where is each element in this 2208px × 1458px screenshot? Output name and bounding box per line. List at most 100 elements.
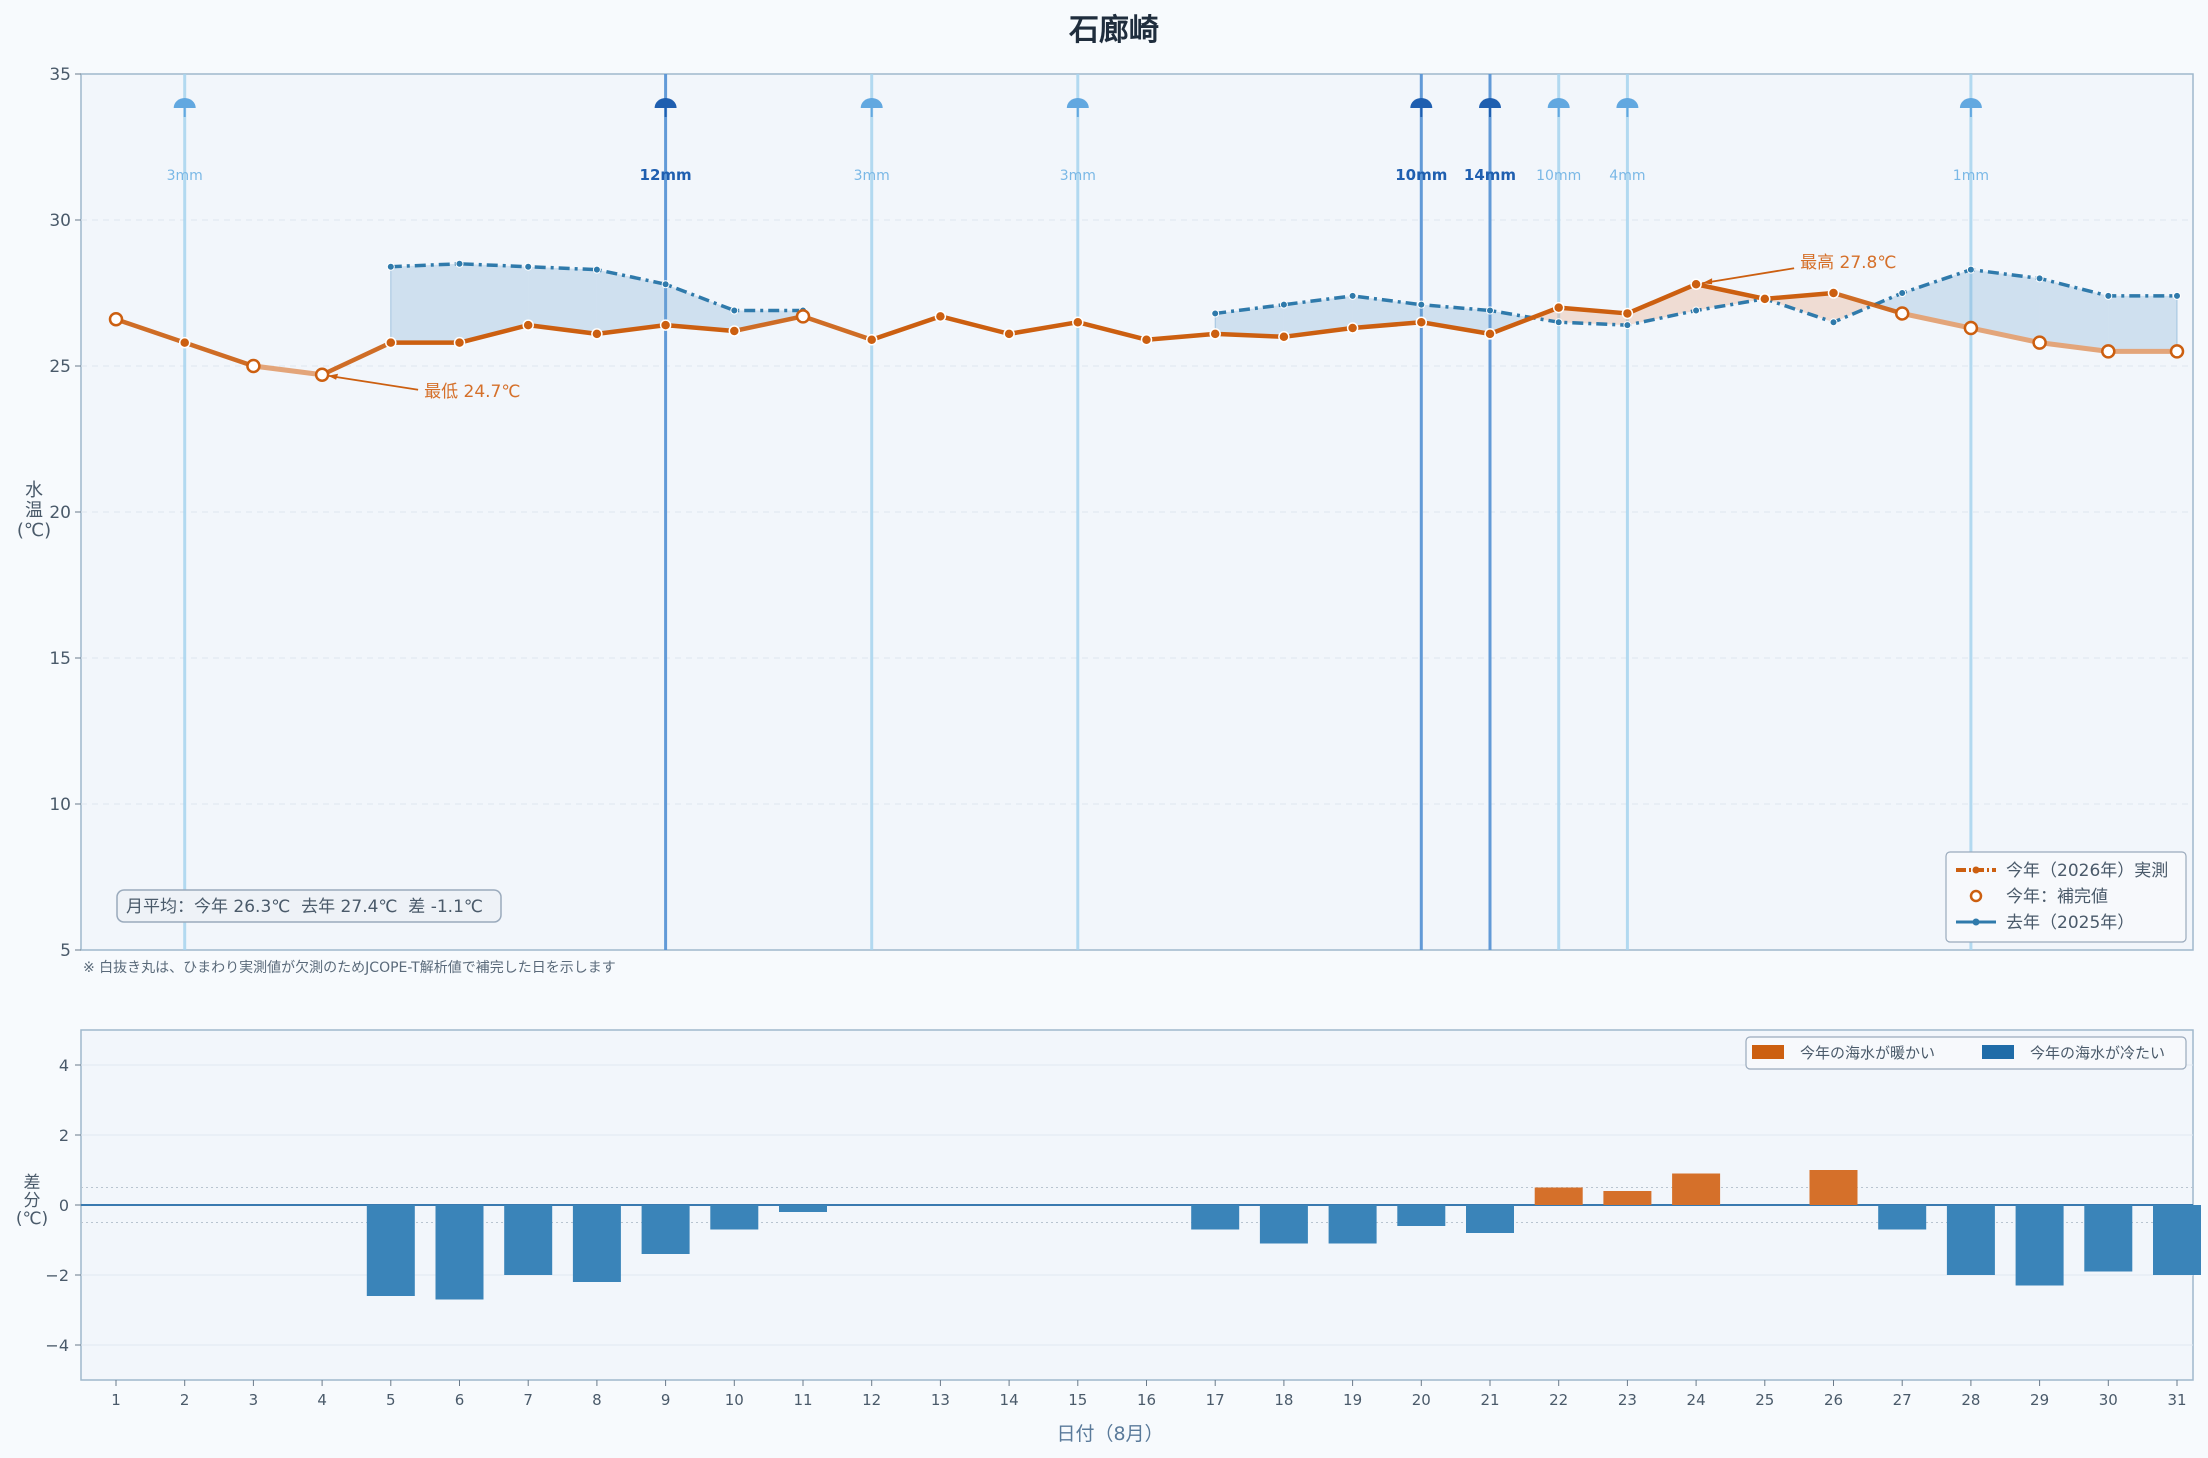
last-year-point-day-22 bbox=[1554, 318, 1563, 327]
cold-fill-segment bbox=[1421, 304, 1490, 334]
legend-last-year: 去年（2025年） bbox=[1956, 913, 2134, 933]
this-year-line-segment bbox=[1762, 290, 1836, 302]
min-arrowhead-icon bbox=[328, 373, 339, 380]
rain-amount-day-28: 1mm bbox=[1953, 168, 1989, 184]
actual-point-day-8 bbox=[591, 328, 603, 340]
actual-point-day-26 bbox=[1827, 287, 1840, 299]
difference-bar-day-19 bbox=[1328, 1205, 1377, 1244]
cold-fill-segment bbox=[665, 284, 735, 331]
x-tick-label-5: 5 bbox=[386, 1391, 396, 1409]
umbrella-icon bbox=[1959, 98, 1982, 108]
diff-y-tick-label-4: 4 bbox=[59, 1056, 69, 1075]
actual-point-day-24 bbox=[1690, 278, 1702, 290]
this-year-line-segment bbox=[1968, 325, 2043, 346]
imputed-point-day-27 bbox=[1894, 306, 1910, 321]
x-tick-label-16: 16 bbox=[1137, 1391, 1156, 1409]
y-tick-label-10: 10 bbox=[49, 795, 71, 815]
imputed-point-day-3 bbox=[246, 358, 261, 374]
warm-fill-segment bbox=[1833, 293, 1874, 323]
this-year-line-segment bbox=[525, 322, 600, 337]
temperature-points bbox=[108, 259, 2185, 383]
difference-bar-day-29 bbox=[2015, 1205, 2064, 1286]
warm-fill-segment bbox=[1627, 284, 1697, 326]
umbrella-icon bbox=[173, 98, 196, 108]
imputed-point-day-1 bbox=[108, 312, 124, 327]
max-arrowhead-icon bbox=[1702, 278, 1713, 285]
actual-point-day-5 bbox=[385, 336, 397, 349]
actual-point-day-25 bbox=[1759, 293, 1771, 305]
actual-point-day-17 bbox=[1209, 328, 1221, 340]
y-axis-label: 水温(℃) bbox=[17, 480, 51, 541]
actual-point-day-23 bbox=[1621, 307, 1634, 320]
y-tick-label-15: 15 bbox=[49, 649, 71, 669]
actual-point-day-13 bbox=[934, 310, 947, 323]
umbrella-icon bbox=[1616, 98, 1639, 108]
cold-fill-segment bbox=[1352, 295, 1422, 329]
umbrella-icon bbox=[1066, 98, 1089, 108]
last-year-point-day-27 bbox=[1898, 289, 1907, 297]
this-year-line-segment bbox=[1487, 305, 1561, 337]
temperature-y-ticks: 5 10 15 20 25 30 35 bbox=[49, 65, 81, 961]
umbrella-icon bbox=[1479, 98, 1501, 108]
this-year-line-segment bbox=[594, 322, 668, 337]
difference-bar-day-9 bbox=[641, 1205, 690, 1254]
y-axis-label-part: (℃) bbox=[17, 520, 51, 541]
legend-cold-label: 今年の海水が冷たい bbox=[2030, 1044, 2165, 1062]
rain-markers: 3mm 12mm 3mm 3mm 10mm 14mm 10mm 4mm 1mm bbox=[167, 74, 1989, 950]
difference-bar-day-28 bbox=[1946, 1205, 1995, 1275]
actual-point-day-9 bbox=[659, 319, 672, 331]
legend-imputed: 今年：補完値 bbox=[1969, 887, 2108, 907]
legend-last-year-label: 去年（2025年） bbox=[2006, 913, 2134, 933]
last-year-point-day-24 bbox=[1692, 306, 1701, 315]
difference-bars bbox=[366, 1170, 2201, 1300]
svg-text:差分(℃): 差分(℃) bbox=[16, 1173, 48, 1229]
x-tick-label-25: 25 bbox=[1755, 1391, 1774, 1409]
diff-y-tick-label--2: −2 bbox=[45, 1266, 69, 1285]
cold-fill-segment bbox=[1970, 269, 2040, 343]
monthly-summary-box: 月平均：今年 26.3℃ 去年 27.4℃ 差 -1.1℃ bbox=[116, 889, 502, 923]
difference-bar-day-17 bbox=[1191, 1205, 1240, 1230]
difference-y-axis-label-part: (℃) bbox=[16, 1209, 48, 1229]
this-year-line-segment bbox=[663, 322, 737, 334]
min-annotation-arrow bbox=[327, 374, 419, 391]
temperature-gridlines bbox=[81, 219, 2193, 805]
rain-amount-day-2: 3mm bbox=[167, 168, 203, 184]
legend-actual: 今年（2026年）実測 bbox=[1956, 861, 2168, 881]
x-tick-label-26: 26 bbox=[1824, 1391, 1843, 1409]
umbrella-icon bbox=[1547, 98, 1570, 108]
svg-text:水温(℃): 水温(℃) bbox=[17, 480, 51, 541]
cold-fill-segment bbox=[459, 263, 529, 343]
last-year-point-day-10 bbox=[730, 306, 739, 315]
x-tick-label-14: 14 bbox=[1000, 1391, 1019, 1409]
actual-point-day-12 bbox=[865, 333, 878, 346]
legend-actual-label: 今年（2026年）実測 bbox=[2006, 861, 2168, 881]
this-year-line-segment bbox=[1693, 281, 1768, 302]
last-year-point-day-28 bbox=[1966, 265, 1975, 274]
cold-fill-segment bbox=[390, 263, 460, 343]
this-year-line-segment bbox=[1006, 319, 1081, 337]
difference-bar-day-7 bbox=[504, 1205, 553, 1275]
this-year-line-segment bbox=[1144, 331, 1218, 342]
umbrella-icon bbox=[860, 98, 883, 108]
warm-fill-segment bbox=[1696, 284, 1765, 311]
x-tick-label-10: 10 bbox=[725, 1391, 744, 1409]
y-tick-label-30: 30 bbox=[49, 211, 71, 231]
this-year-line-segment bbox=[1281, 325, 1355, 340]
rain-amount-day-12: 3mm bbox=[854, 168, 890, 184]
imputed-point-day-31 bbox=[2169, 344, 2185, 359]
difference-bar-day-21 bbox=[1466, 1205, 1514, 1233]
temperature-panel: 3mm 12mm 3mm 3mm 10mm 14mm 10mm 4mm 1mm 最低 24.7℃… bbox=[17, 65, 2194, 976]
x-tick-label-31: 31 bbox=[2167, 1391, 2186, 1409]
x-tick-label-22: 22 bbox=[1549, 1391, 1568, 1409]
max-annotation-arrow bbox=[1701, 267, 1795, 285]
x-tick-label-29: 29 bbox=[2030, 1391, 2049, 1409]
chart-title: 石廊崎 bbox=[1068, 13, 1159, 48]
difference-bar-day-26 bbox=[1809, 1170, 1858, 1205]
cold-fill-segment bbox=[1902, 269, 1971, 329]
x-tick-label-11: 11 bbox=[793, 1391, 812, 1409]
difference-bar-day-10 bbox=[710, 1205, 759, 1230]
this-year-line-segment bbox=[1212, 331, 1287, 340]
this-year-line-segment bbox=[457, 322, 531, 345]
x-tick-label-4: 4 bbox=[317, 1391, 327, 1409]
